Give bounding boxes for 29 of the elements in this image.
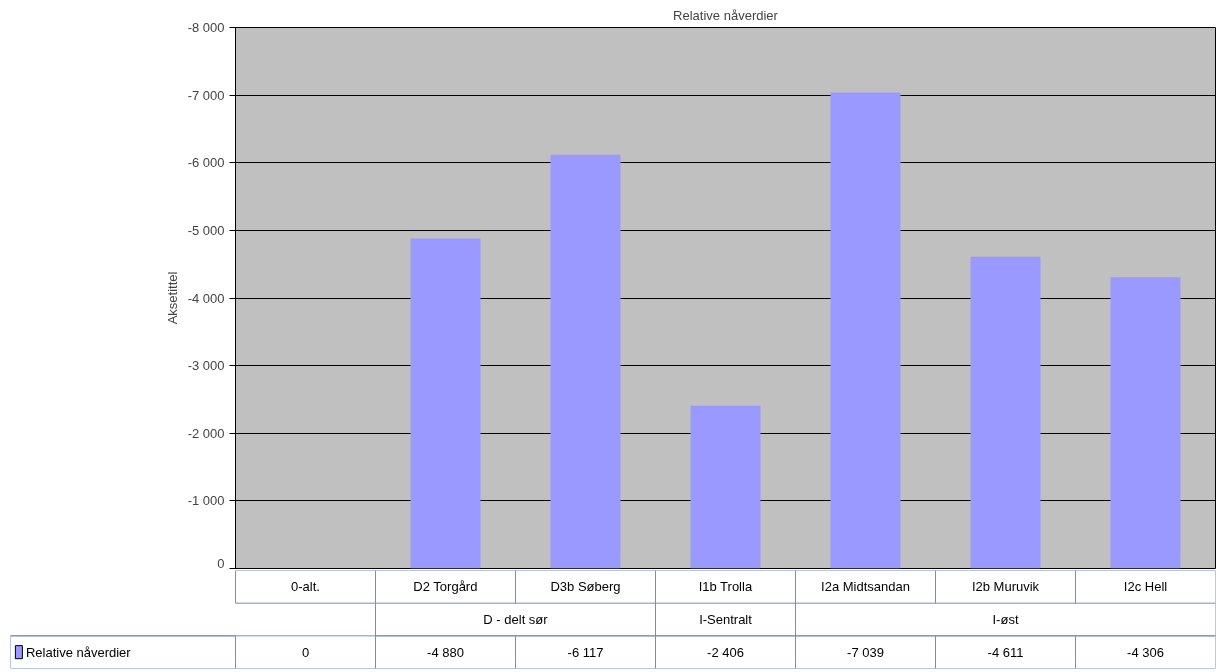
x-tick-label: I2a Midtsandan xyxy=(821,579,910,595)
legend-label: Relative nåverdier xyxy=(25,644,132,660)
data-label: -4 611 xyxy=(987,644,1024,660)
chart-title: Relative nåverdier xyxy=(673,7,779,23)
data-label: 0 xyxy=(301,644,310,660)
y-tick-label: -5 000 xyxy=(187,222,225,238)
x-tick-label: I2c Hell xyxy=(1123,579,1168,595)
data-label: -4 306 xyxy=(1127,644,1164,660)
data-label: -4 880 xyxy=(427,644,464,660)
x-tick-label: D2 Torgård xyxy=(413,579,478,595)
data-label: -7 039 xyxy=(847,644,884,660)
x-tick-label: D3b Søberg xyxy=(550,579,621,595)
x-tick-label: I2b Muruvik xyxy=(971,579,1040,595)
y-tick-label: 0 xyxy=(217,555,225,571)
data-label: -6 117 xyxy=(567,644,604,660)
y-tick-label: -4 000 xyxy=(187,290,225,306)
y-tick-label: -1 000 xyxy=(187,493,225,509)
data-label: -2 406 xyxy=(707,644,744,660)
text: I-Sentralt xyxy=(699,612,753,627)
text: D - delt sør xyxy=(483,612,549,627)
y-tick-label: -7 000 xyxy=(187,87,225,103)
y-axis-title: Aksetittel xyxy=(164,271,180,325)
y-tick-label: -3 000 xyxy=(187,358,225,374)
text: I-øst xyxy=(992,612,1019,627)
y-tick-label: -8 000 xyxy=(187,20,225,35)
y-tick-label: -2 000 xyxy=(187,425,225,441)
y-tick-label: -6 000 xyxy=(187,155,225,171)
x-tick-label: 0-alt. xyxy=(291,579,320,595)
x-tick-label: I1b Trolla xyxy=(698,579,753,595)
